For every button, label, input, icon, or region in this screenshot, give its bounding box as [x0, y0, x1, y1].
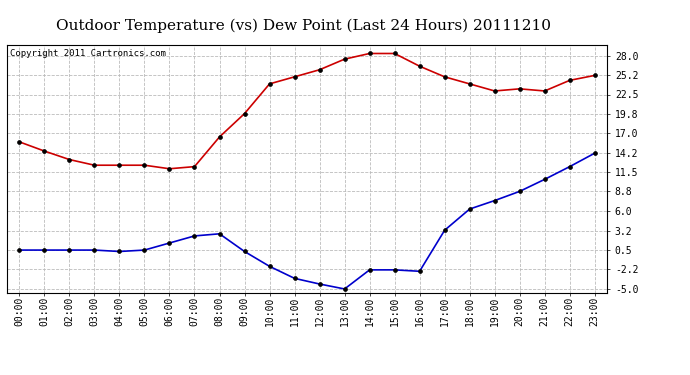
Text: Outdoor Temperature (vs) Dew Point (Last 24 Hours) 20111210: Outdoor Temperature (vs) Dew Point (Last…	[56, 19, 551, 33]
Text: Copyright 2011 Cartronics.com: Copyright 2011 Cartronics.com	[10, 49, 166, 58]
